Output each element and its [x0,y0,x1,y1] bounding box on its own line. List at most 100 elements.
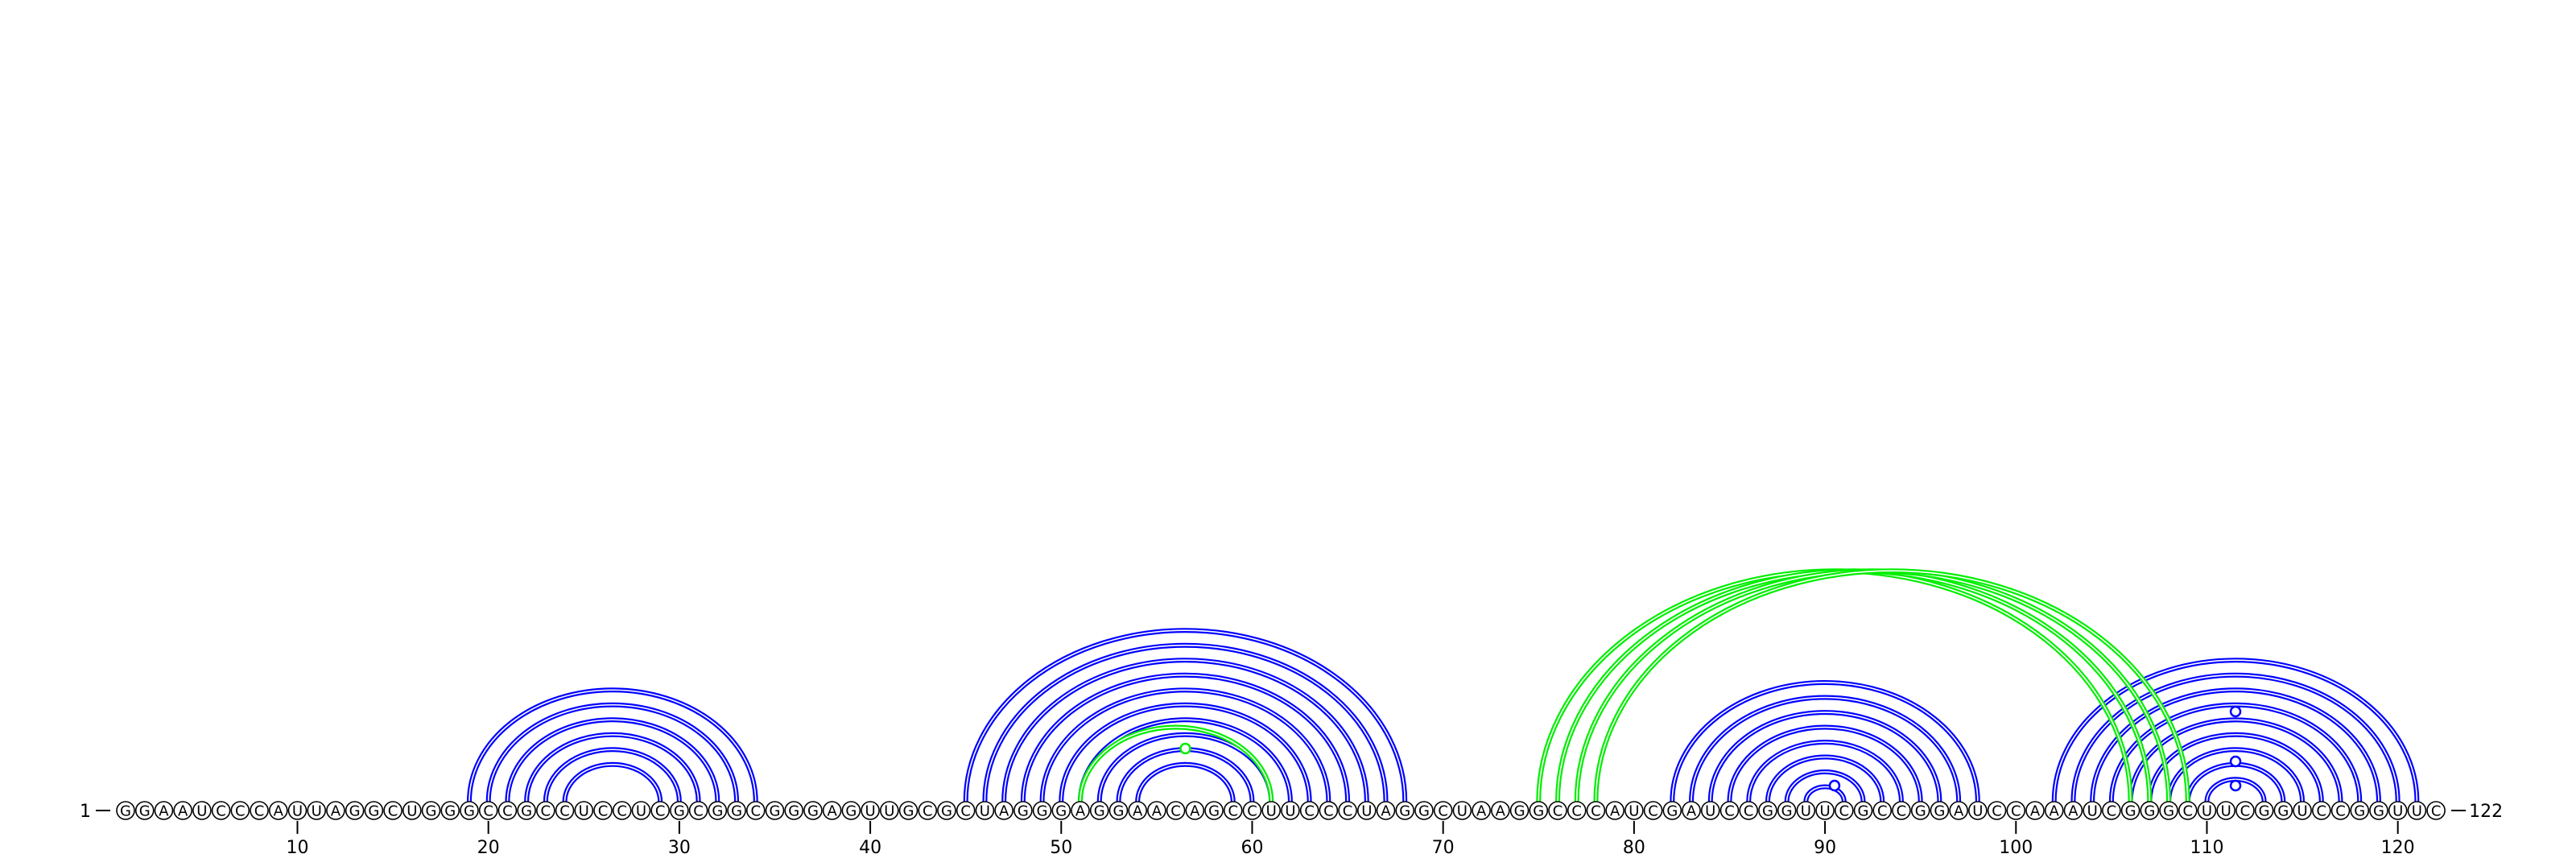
nucleotide-circle [211,801,231,820]
nucleotide: G [1032,801,1052,820]
nucleotide: G [1414,801,1434,820]
nucleotide-letter: U [1266,803,1277,820]
nucleotide: U [2293,801,2312,820]
nucleotide: G [1910,801,1930,820]
arc-stroke-inner [1709,712,1941,802]
nucleotide: A [1376,801,1396,820]
nucleotide-letter: G [2125,803,2136,820]
nucleotide-letter: G [2277,803,2289,820]
nucleotide: G [440,801,460,820]
nucleotide: C [2235,801,2255,820]
tick-label: 20 [477,838,500,858]
nucleotide-letter: U [1801,803,1811,820]
nucleotide: C [2330,801,2351,820]
nucleotide-circle [1185,801,1205,820]
nucleotide: C [2426,801,2446,820]
nucleotide-circle [460,801,479,820]
nucleotide-letter: C [2011,803,2021,820]
arc-stroke-inner [1728,726,1922,802]
nucleotide-circle [1357,801,1377,820]
nucleotide: U [192,801,212,820]
nucleotide-letter: G [426,803,437,820]
nucleotide-letter: G [139,803,151,820]
nucleotide-circle [1586,801,1606,820]
nucleotide-letter: U [292,803,303,820]
nucleotide-letter: A [178,803,188,820]
nucleotide-circle [192,801,212,820]
nucleotide-letter: U [2392,803,2403,820]
nucleotide: G [460,801,479,820]
nucleotide-letter: G [1208,803,1220,820]
nucleotide: C [1643,801,1663,820]
nucleotide: U [307,801,327,820]
nucleotide: G [803,801,823,820]
nucleotide: G [2273,801,2293,820]
nucleotide: G [2159,801,2178,820]
position-tick: 60 [1241,821,1263,858]
arc-stroke-inner [984,644,1387,802]
nucleotide-circle [1491,801,1510,820]
nucleotide: C [383,801,402,820]
nucleotide: U [1261,801,1281,820]
nucleotide-circle [517,801,536,820]
nucleotide: C [1586,801,1606,820]
nucleotide: G [2369,801,2388,820]
nucleotide-letter: U [2412,803,2422,820]
nucleotide: G [1204,801,1224,820]
nucleotide: A [1605,801,1624,820]
nucleotide: A [173,801,192,820]
nucleotide-letter: G [674,803,685,820]
arc-marker [2229,705,2242,718]
nucleotide-letter: C [960,803,971,820]
nucleotide-letter: G [2144,803,2155,820]
nucleotide-letter: C [1553,803,1563,820]
nucleotide-letter: C [923,803,933,820]
arc-stroke-inner [2091,689,2380,802]
base-pair-arc [1727,724,1923,802]
base-pair-arc [1059,702,1312,802]
nucleotide-circle [1777,801,1797,820]
base-pair-arc [1765,754,1885,802]
nucleotide-circle [1682,801,1701,820]
nucleotide-circle [1433,801,1453,820]
nucleotide: G [1051,801,1071,820]
nucleotide-circle [861,801,880,820]
tick-label: 30 [668,838,691,858]
nucleotide-letter: U [196,803,207,820]
arc-stroke-inner [1080,726,1272,802]
nucleotide-circle [1414,801,1434,820]
nucleotide-circle [2388,801,2408,820]
nucleotide-letter: C [2431,803,2442,820]
tick-label: 60 [1241,838,1263,858]
nucleotide: U [631,801,651,820]
nucleotide-letter: C [1992,803,2002,820]
position-tick: 50 [1050,821,1072,858]
nucleotide: U [2197,801,2217,820]
base-pair-arc [1689,695,1962,802]
nucleotide-letter: C [2182,803,2193,820]
nucleotide-letter: U [2221,803,2231,820]
nucleotide-circle [1853,801,1873,820]
nucleotide-letter: A [1954,803,1964,820]
nucleotide: C [1892,801,1911,820]
nucleotide: U [1281,801,1300,820]
nucleotide-circle [1624,801,1644,820]
nucleotide: C [1719,801,1740,820]
nucleotide-letter: U [579,803,589,820]
nucleotide-circle [841,801,861,820]
tick-label: 40 [859,838,881,858]
nucleotide-circle [250,801,269,820]
position-tick: 70 [1432,821,1455,858]
nucleotide-letter: A [2068,803,2079,820]
tick-label: 80 [1623,838,1645,858]
nucleotide-letter: C [1228,803,1238,820]
nucleotide-circle [822,801,842,820]
nucleotide: U [880,801,899,820]
nucleotide: G [116,801,135,820]
nucleotide-letter: G [845,803,857,820]
nucleotide: A [1128,801,1147,820]
nucleotide-letter: U [2297,803,2307,820]
nucleotide-circle [1204,801,1224,820]
nucleotide-letter: C [1839,803,1850,820]
